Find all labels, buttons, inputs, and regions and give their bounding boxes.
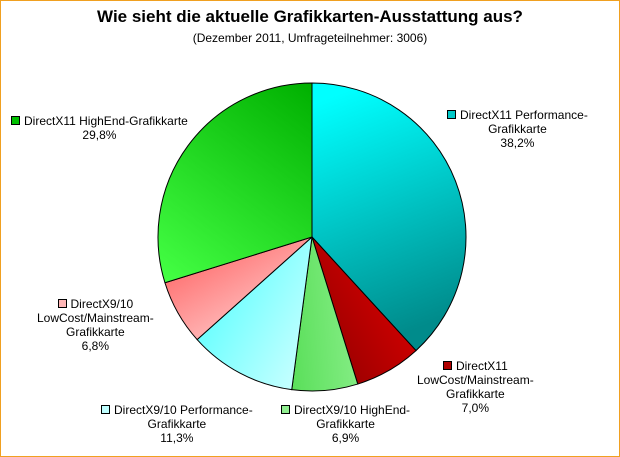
slice-label-3: DirectX9/10 HighEnd- Grafikkarte 6,9%: [281, 403, 410, 445]
legend-swatch: [101, 405, 110, 414]
slice-value-label: 38,2%: [500, 136, 535, 150]
slice-label-line: Grafikkarte: [488, 122, 547, 136]
slice-value-label: 7,0%: [461, 401, 490, 415]
slice-label-line: DirectX9/10: [37, 297, 154, 311]
slice-label-line: DirectX11 HighEnd-Grafikkarte: [11, 114, 188, 128]
slice-label-line: LowCost/Mainstream-: [37, 311, 154, 325]
slice-label-6: DirectX11 HighEnd-Grafikkarte 29,8%: [11, 114, 188, 142]
slice-label-line: DirectX11: [417, 359, 534, 373]
slice-value-label: 6,9%: [331, 431, 360, 445]
slice-label-2: DirectX11 LowCost/Mainstream- Grafikkarte 7…: [417, 359, 534, 415]
slice-label-line: Grafikkarte: [446, 387, 505, 401]
slice-label-line: DirectX9/10 Performance-: [101, 403, 253, 417]
legend-swatch: [442, 361, 452, 370]
slice-label-5: DirectX9/10 LowCost/Mainstream- Grafikkart…: [37, 297, 154, 353]
slice-label-4: DirectX9/10 Performance- Grafikkarte 11,3%: [101, 403, 253, 445]
pie-slice-1: [311, 82, 467, 352]
slice-label-line: Grafikkarte: [316, 417, 375, 431]
slice-label-line: LowCost/Mainstream-: [417, 373, 534, 387]
legend-swatch: [11, 116, 20, 125]
slice-value-label: 6,8%: [81, 339, 110, 353]
legend-swatch: [281, 405, 290, 414]
slice-label-line: Grafikkarte: [147, 417, 207, 431]
pie-slice-4: [196, 235, 313, 391]
slice-label-1: DirectX11 Performance- Grafikkarte 38,2%: [447, 108, 588, 150]
slice-label-line: Grafikkarte: [66, 325, 125, 339]
slice-value-label: 29,8%: [82, 128, 117, 142]
chart-title: Wie sieht die aktuelle Grafikkarten-Auss…: [97, 7, 523, 26]
chart-subtitle: (Dezember 2011, Umfrageteilnehmer: 3006): [192, 31, 428, 45]
slice-label-line: DirectX11 Performance-: [447, 108, 588, 122]
slice-label-line: DirectX9/10 HighEnd-: [281, 403, 410, 417]
slice-value-label: 11,3%: [160, 431, 194, 445]
legend-swatch: [447, 110, 456, 119]
legend-swatch: [57, 299, 67, 308]
pie-slice-6: [157, 82, 313, 284]
